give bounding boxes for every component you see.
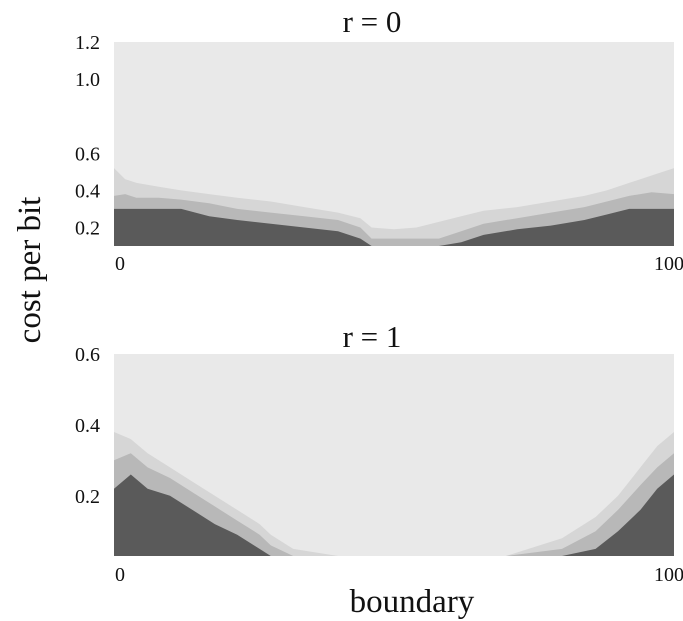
y-tick-label-r1: 0.2 <box>75 486 100 508</box>
y-tick-label-r1: 0.4 <box>75 415 100 437</box>
x-ticks-r0: 0 100 <box>115 253 683 275</box>
region-dark-r0 <box>114 208 674 246</box>
x-axis-label: boundary <box>350 584 475 620</box>
y-tick-label-r0: 0.6 <box>75 143 100 165</box>
y-tick-label-r1: 0.6 <box>75 344 100 366</box>
y-ticks-r0: 1.2 1.0 0.6 0.4 0.2 <box>75 32 100 240</box>
region-light-r1 <box>114 432 674 556</box>
y-tick-label-r0: 0.2 <box>75 218 100 240</box>
x-tick-label-r1: 100 <box>654 564 683 586</box>
y-tick-label-r0: 1.0 <box>75 69 100 91</box>
panel-r0: r = 0 1.2 1.0 0.6 0.4 0.2 0 100 <box>75 4 683 275</box>
y-tick-label-r0: 1.2 <box>75 32 100 54</box>
region-dark-r1 <box>114 474 674 556</box>
y-axis-label: cost per bit <box>12 197 48 344</box>
plot-area-r1 <box>114 354 674 556</box>
panel-r1: r = 1 0.6 0.4 0.2 0 100 <box>75 319 683 586</box>
y-ticks-r1: 0.6 0.4 0.2 <box>75 344 100 508</box>
y-tick-label-r0: 0.4 <box>75 180 100 202</box>
panel-title-r0: r = 0 <box>343 4 402 39</box>
panel-title-r1: r = 1 <box>343 319 402 354</box>
x-tick-label-r0: 0 <box>115 253 125 275</box>
x-ticks-r1: 0 100 <box>115 564 683 586</box>
plot-area-r0 <box>114 42 674 246</box>
x-tick-label-r0: 100 <box>654 253 683 275</box>
x-tick-label-r1: 0 <box>115 564 125 586</box>
